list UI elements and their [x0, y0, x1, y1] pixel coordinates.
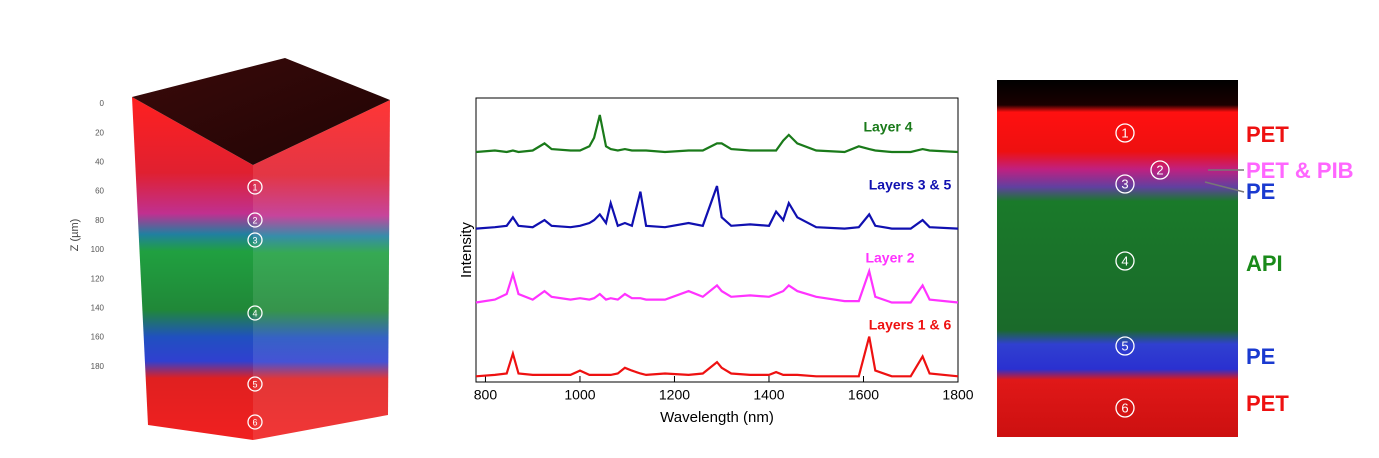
- arrow: [1204, 181, 1245, 193]
- layer-marker: 1: [252, 182, 257, 192]
- layer-label: PE: [1246, 344, 1275, 369]
- x-tick-label: 1000: [564, 387, 595, 403]
- z-tick-label: 140: [91, 304, 105, 313]
- layer-label: PET & PIB: [1246, 158, 1354, 183]
- z-tick-label: 20: [95, 128, 104, 137]
- layer-marker: 2: [1156, 162, 1163, 177]
- z-axis-label: Z (µm): [69, 219, 81, 252]
- layer-marker-circle: [247, 414, 263, 430]
- layer-marker: 2: [252, 215, 257, 225]
- z-tick-label: 40: [95, 158, 104, 167]
- cube-front-face: [132, 97, 253, 440]
- layer-marker-circle: [247, 179, 263, 195]
- plot-frame: [475, 97, 959, 383]
- layer-marker-circle: [247, 232, 263, 248]
- series-label: Layer 2: [865, 250, 914, 266]
- z-tick-label: 120: [91, 274, 105, 283]
- layer-marker-circle: [1115, 398, 1135, 418]
- spectrum-line: [475, 185, 959, 230]
- layer-marker-circle: [247, 376, 263, 392]
- layer-marker: 4: [1121, 253, 1128, 268]
- layer-marker: 3: [252, 235, 257, 245]
- layer-marker: 1: [1121, 125, 1128, 140]
- layer-marker-circle: [247, 305, 263, 321]
- layer-label: PET: [1246, 122, 1289, 147]
- layer-marker-circle: [1150, 160, 1170, 180]
- series-label: Layer 4: [863, 119, 912, 135]
- z-tick-label: 0: [100, 99, 105, 108]
- spectrum-line: [475, 114, 959, 154]
- layer-marker-circle: [1115, 251, 1135, 271]
- z-tick-label: 100: [91, 245, 105, 254]
- layer-image: [997, 80, 1238, 437]
- x-tick-label: 800: [474, 387, 498, 403]
- z-tick-label: 180: [91, 362, 105, 371]
- spectrum-line: [475, 336, 959, 378]
- layer-marker: 5: [252, 379, 257, 389]
- series-label: Layers 3 & 5: [869, 177, 952, 193]
- layer-marker-circle: [1115, 336, 1135, 356]
- x-axis-label: Wavelength (nm): [660, 409, 774, 426]
- layer-marker: 4: [252, 308, 257, 318]
- layer-label: API: [1246, 251, 1283, 276]
- cube: [132, 58, 390, 440]
- cube-top-face: [132, 58, 390, 165]
- z-tick-label: 60: [95, 187, 104, 196]
- layer-marker: 5: [1121, 338, 1128, 353]
- layer-label: PE: [1246, 179, 1275, 204]
- x-tick-label: 1600: [848, 387, 879, 403]
- layer-marker: 3: [1121, 176, 1128, 191]
- layer-marker: 6: [252, 417, 257, 427]
- x-tick-label: 1200: [659, 387, 690, 403]
- layer-marker: 6: [1121, 400, 1128, 415]
- y-axis-label: Intensity: [458, 222, 475, 278]
- layer-marker-circle: [1115, 123, 1135, 143]
- layer-label: PET: [1246, 391, 1289, 416]
- cube-side-face: [253, 100, 390, 440]
- x-tick-label: 1800: [942, 387, 973, 403]
- spectrum-line: [475, 267, 959, 304]
- layer-marker-circle: [247, 212, 263, 228]
- z-tick-label: 160: [91, 333, 105, 342]
- z-tick-label: 80: [95, 216, 104, 225]
- layer-marker-circle: [1115, 174, 1135, 194]
- x-tick-label: 1400: [753, 387, 784, 403]
- series-label: Layers 1 & 6: [869, 317, 952, 333]
